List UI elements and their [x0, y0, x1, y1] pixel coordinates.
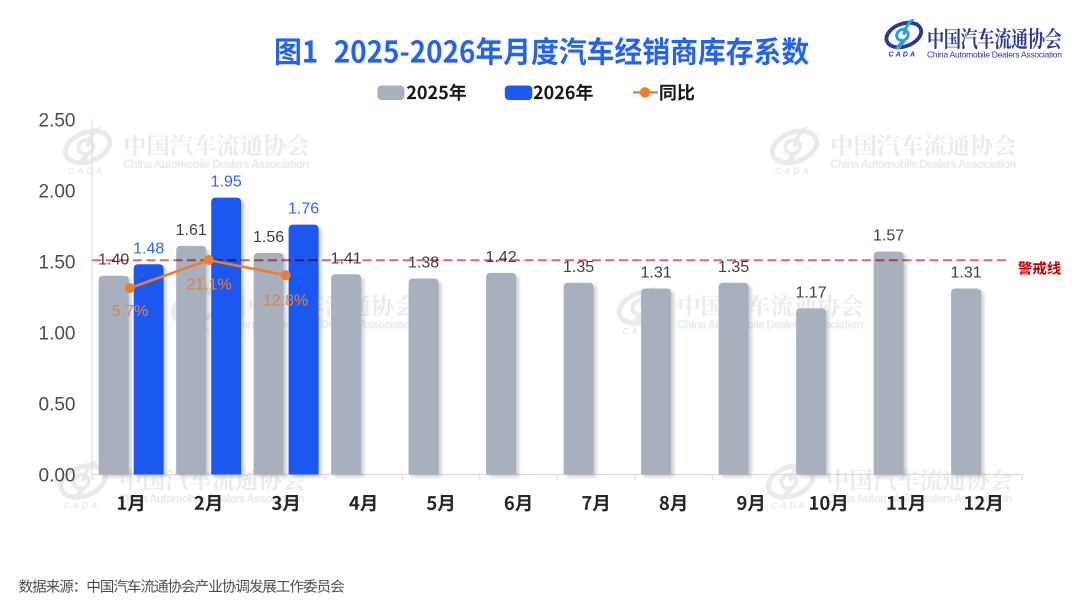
- svg-text:1.31: 1.31: [951, 265, 982, 282]
- svg-text:1.17: 1.17: [796, 284, 827, 301]
- svg-text:0.50: 0.50: [39, 394, 76, 415]
- svg-text:1.38: 1.38: [408, 255, 439, 272]
- svg-text:1.35: 1.35: [718, 259, 749, 276]
- svg-text:21.1%: 21.1%: [186, 277, 231, 294]
- svg-text:12.8%: 12.8%: [263, 293, 308, 310]
- svg-text:1.35: 1.35: [563, 259, 594, 276]
- svg-text:2.50: 2.50: [39, 110, 76, 131]
- svg-text:0.00: 0.00: [39, 465, 76, 486]
- svg-text:5.7%: 5.7%: [112, 303, 148, 320]
- svg-text:1.31: 1.31: [641, 265, 672, 282]
- svg-text:1.56: 1.56: [253, 229, 284, 246]
- svg-text:1.00: 1.00: [39, 323, 76, 344]
- svg-text:1.76: 1.76: [288, 201, 319, 218]
- svg-text:China Automobile Dealers Assoc: China Automobile Dealers Association: [927, 50, 1062, 60]
- svg-text:1.41: 1.41: [331, 250, 362, 267]
- svg-text:1.42: 1.42: [486, 249, 517, 266]
- svg-text:CADA: CADA: [889, 51, 916, 58]
- svg-text:1.95: 1.95: [211, 174, 242, 191]
- svg-text:1.50: 1.50: [39, 252, 76, 273]
- svg-text:1.57: 1.57: [873, 228, 904, 245]
- svg-text:1.61: 1.61: [176, 222, 207, 239]
- svg-text:2.00: 2.00: [39, 181, 76, 202]
- svg-text:1.48: 1.48: [133, 240, 164, 257]
